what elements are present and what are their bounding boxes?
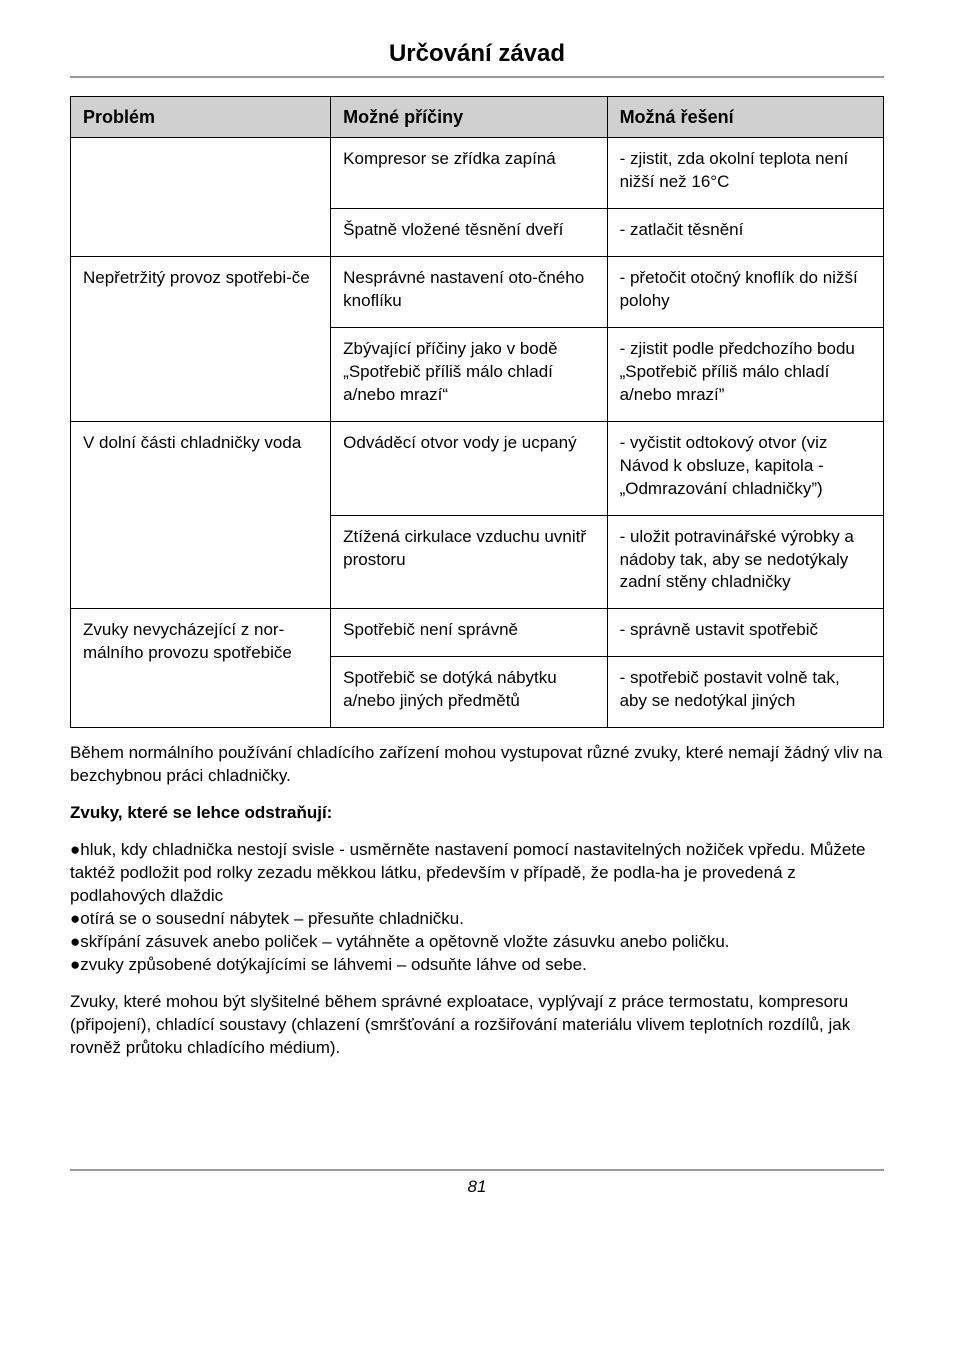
table-row: Kompresor se zřídka zapíná- zjistit, zda… — [71, 138, 884, 209]
closing-paragraph: Zvuky, které mohou být slyšitelné během … — [70, 991, 884, 1060]
bullet-item: ●zvuky způsobené dotýkajícími se láhvemi… — [70, 954, 884, 977]
bullet-text: otírá se o sousední nábytek – přesuňte c… — [80, 909, 464, 928]
cell-solution: - zatlačit těsnění — [607, 209, 883, 257]
table-row: V dolní části chladničky vodaOdváděcí ot… — [71, 421, 884, 515]
cell-problem: V dolní části chladničky voda — [71, 421, 331, 609]
cell-cause: Zbývající příčiny jako v bodě „Spotřebič… — [331, 327, 607, 421]
cell-solution: - přetočit otočný knoflík do nižší poloh… — [607, 257, 883, 328]
page-number: 81 — [70, 1177, 884, 1197]
cell-cause: Kompresor se zřídka zapíná — [331, 138, 607, 209]
troubleshooting-table: Problém Možné příčiny Možná řešení Kompr… — [70, 96, 884, 728]
table-row: Zvuky nevycházející z nor-málního provoz… — [71, 609, 884, 657]
cell-problem: Zvuky nevycházející z nor-málního provoz… — [71, 609, 331, 728]
cell-problem — [71, 138, 331, 257]
cell-cause: Ztížená cirkulace vzduchu uvnitř prostor… — [331, 515, 607, 609]
bullet-dot-icon: ● — [70, 840, 80, 859]
th-problem: Problém — [71, 97, 331, 138]
bullet-item: ●otírá se o sousední nábytek – přesuňte … — [70, 908, 884, 931]
bullet-dot-icon: ● — [70, 932, 80, 951]
bullet-text: zvuky způsobené dotýkajícími se láhvemi … — [80, 955, 587, 974]
cell-cause: Špatně vložené těsnění dveří — [331, 209, 607, 257]
bullet-list: ●hluk, kdy chladnička nestojí svisle - u… — [70, 839, 884, 977]
cell-cause: Nesprávné nastavení oto-čného knoflíku — [331, 257, 607, 328]
page-title: Určování závad — [70, 40, 884, 68]
cell-cause: Spotřebič se dotýká nábytku a/nebo jinýc… — [331, 657, 607, 728]
cell-solution: - uložit potravinářské výrobky a nádoby … — [607, 515, 883, 609]
th-solutions: Možná řešení — [607, 97, 883, 138]
cell-solution: - vyčistit odtokový otvor (viz Návod k o… — [607, 421, 883, 515]
bottom-rule — [70, 1169, 884, 1171]
bullet-dot-icon: ● — [70, 955, 80, 974]
bullet-dot-icon: ● — [70, 909, 80, 928]
bullet-item: ●hluk, kdy chladnička nestojí svisle - u… — [70, 839, 884, 908]
page: Určování závad Problém Možné příčiny Mož… — [0, 0, 954, 1354]
body-text: Během normálního používání chladícího za… — [70, 742, 884, 1059]
sounds-subheading: Zvuky, které se lehce odstraňují: — [70, 802, 884, 825]
bullet-text: hluk, kdy chladnička nestojí svisle - us… — [70, 840, 866, 905]
bullet-item: ●skřípání zásuvek anebo poliček – vytáhn… — [70, 931, 884, 954]
cell-cause: Spotřebič není správně — [331, 609, 607, 657]
cell-cause: Odváděcí otvor vody je ucpaný — [331, 421, 607, 515]
after-table-paragraph: Během normálního používání chladícího za… — [70, 742, 884, 788]
table-header-row: Problém Možné příčiny Možná řešení — [71, 97, 884, 138]
cell-problem: Nepřetržitý provoz spotřebi-če — [71, 257, 331, 422]
cell-solution: - zjistit, zda okolní teplota není nižší… — [607, 138, 883, 209]
cell-solution: - správně ustavit spotřebič — [607, 609, 883, 657]
title-rule — [70, 76, 884, 78]
bullet-text: skřípání zásuvek anebo poliček – vytáhně… — [80, 932, 729, 951]
th-causes: Možné příčiny — [331, 97, 607, 138]
table-row: Nepřetržitý provoz spotřebi-čeNesprávné … — [71, 257, 884, 328]
cell-solution: - zjistit podle předchozího bodu „Spotře… — [607, 327, 883, 421]
table-body: Kompresor se zřídka zapíná- zjistit, zda… — [71, 138, 884, 728]
cell-solution: - spotřebič postavit volně tak, aby se n… — [607, 657, 883, 728]
